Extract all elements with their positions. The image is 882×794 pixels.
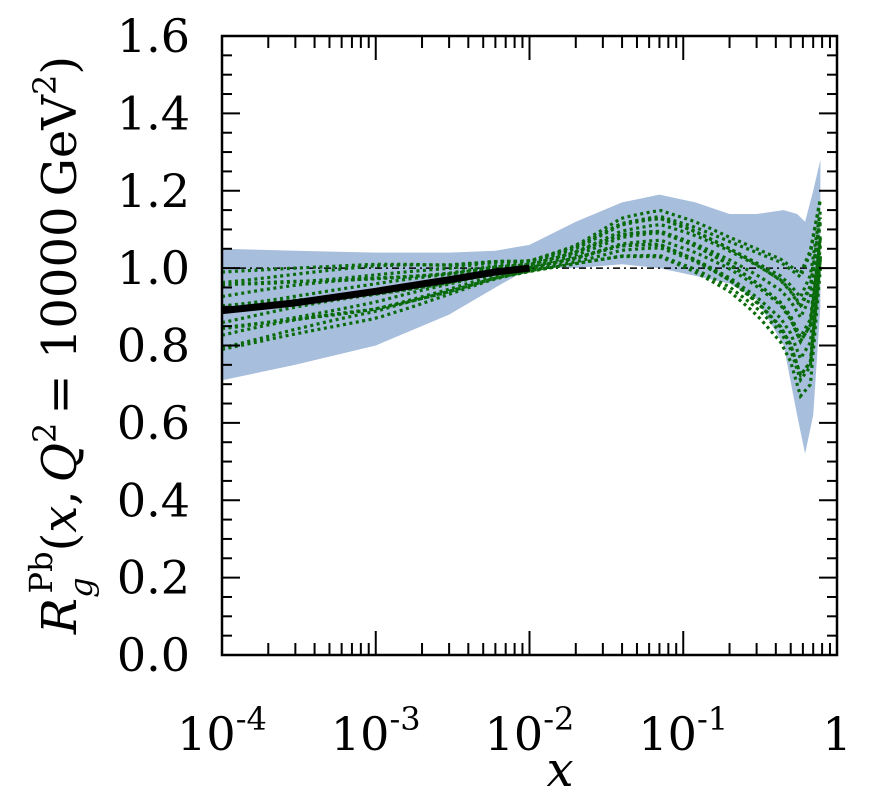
plot-area bbox=[222, 159, 837, 454]
y-tick-label: 1.2 bbox=[117, 164, 190, 218]
y-title-sup: Pb bbox=[22, 551, 60, 593]
y-title-comma: , bbox=[32, 490, 88, 505]
y-title-r: R bbox=[32, 598, 88, 635]
uncertainty-band bbox=[222, 159, 821, 454]
central-curve bbox=[222, 264, 530, 315]
y-title-open: ( bbox=[32, 533, 88, 552]
y-tick-label: 0.2 bbox=[117, 551, 190, 605]
y-tick-label: 0.0 bbox=[117, 628, 190, 682]
x-tick-label: 10-2 bbox=[485, 700, 575, 761]
y-title-unit-exp: 2 bbox=[26, 75, 64, 95]
y-tick-label: 0.8 bbox=[117, 319, 190, 373]
y-title-q-exp: 2 bbox=[26, 423, 64, 443]
y-tick-label: 1.4 bbox=[117, 86, 190, 140]
y-title-unit: GeV bbox=[32, 94, 88, 197]
y-title-sub: g bbox=[62, 577, 100, 597]
x-axis-title: x bbox=[546, 742, 573, 794]
x-tick-label: 10-3 bbox=[331, 700, 421, 761]
x-tick-label: 10-1 bbox=[638, 700, 728, 761]
x-tick-label: 1 bbox=[822, 707, 851, 761]
y-tick-label: 0.6 bbox=[117, 396, 190, 450]
y-tick-label: 0.4 bbox=[117, 473, 190, 527]
y-tick-labels: 0.0 0.2 0.4 0.6 0.8 1.0 1.2 1.4 1.6 bbox=[117, 9, 190, 682]
y-tick-label: 1.6 bbox=[117, 9, 190, 63]
replica-curve bbox=[222, 253, 822, 384]
x-tick-labels: 10-4 10-3 10-2 10-1 1 bbox=[177, 700, 852, 761]
y-title-x: x bbox=[32, 506, 88, 533]
y-title-close: ) bbox=[32, 56, 88, 75]
replica-curve bbox=[222, 198, 822, 277]
axis-ticks bbox=[221, 35, 838, 656]
y-axis-title: RgPb(x,Q2= 10000GeV2) bbox=[22, 56, 100, 635]
replica-curve bbox=[222, 243, 822, 363]
y-title-q: Q bbox=[32, 443, 88, 482]
x-tick-label: 10-4 bbox=[177, 700, 267, 761]
y-tick-label: 1.0 bbox=[117, 241, 190, 295]
y-title-eq: = 10000 bbox=[32, 206, 88, 414]
